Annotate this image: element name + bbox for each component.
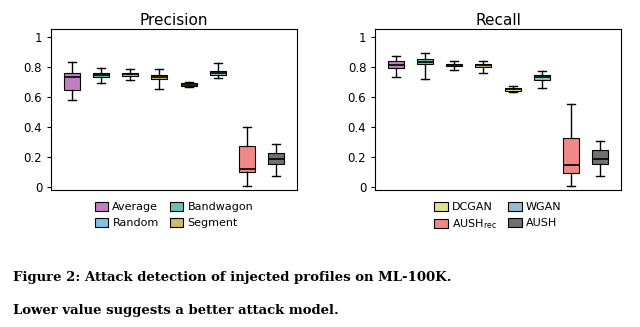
Text: Lower value suggests a better attack model.: Lower value suggests a better attack mod… [13,304,339,317]
PathPatch shape [504,88,521,91]
PathPatch shape [93,73,109,77]
PathPatch shape [476,64,492,67]
PathPatch shape [180,83,196,86]
Title: Precision: Precision [140,13,208,28]
PathPatch shape [388,61,404,68]
PathPatch shape [239,146,255,172]
PathPatch shape [63,73,80,90]
PathPatch shape [268,153,284,164]
PathPatch shape [592,150,609,164]
PathPatch shape [446,63,462,66]
PathPatch shape [563,138,579,174]
PathPatch shape [534,75,550,79]
PathPatch shape [417,60,433,63]
PathPatch shape [122,73,138,76]
PathPatch shape [210,71,226,75]
PathPatch shape [151,75,168,79]
Legend: Average, Random, Bandwagon, Segment: Average, Random, Bandwagon, Segment [95,202,253,228]
Text: Figure 2: Attack detection of injected profiles on ML-100K.: Figure 2: Attack detection of injected p… [13,271,451,284]
Title: Recall: Recall [475,13,521,28]
Legend: DCGAN, AUSH$_\mathrm{rec}$, WGAN, AUSH: DCGAN, AUSH$_\mathrm{rec}$, WGAN, AUSH [435,202,562,232]
